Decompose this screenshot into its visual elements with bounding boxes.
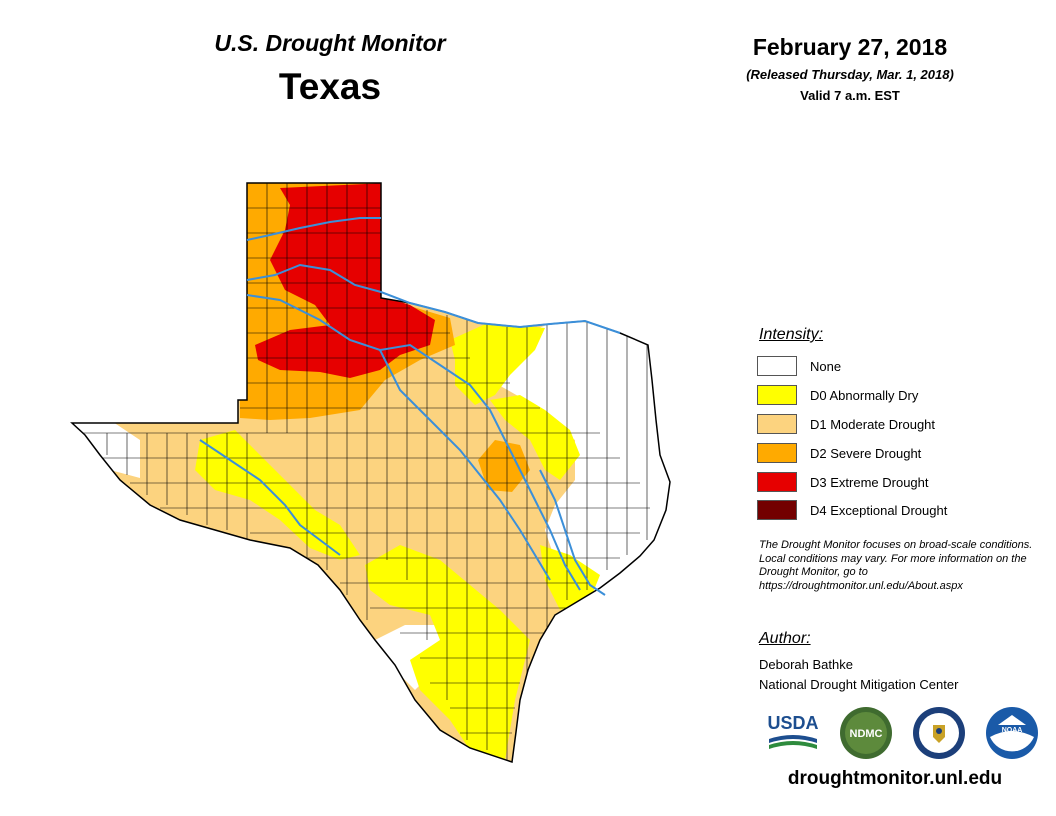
ndmc-logo-text: NDMC (850, 728, 883, 740)
noaa-logo-text: NOAA (1002, 727, 1023, 734)
abnormally-dry-area-west (195, 430, 360, 560)
map-title: U.S. Drought Monitor (214, 30, 446, 56)
noaa-logo: NOAA (984, 705, 1040, 761)
drought-monitor-note: The Drought Monitor focuses on broad-sca… (759, 539, 1033, 592)
usda-logo: USDA (765, 705, 821, 761)
legend-item-none: None (757, 355, 841, 377)
legend-label-d0: D0 Abnormally Dry (810, 387, 919, 403)
texas-drought-map (70, 182, 671, 763)
drought-areas (72, 183, 670, 762)
author-name: Deborah Bathke (759, 657, 853, 672)
legend-label-d4: D4 Exceptional Drought (810, 502, 948, 518)
legend-label-d3: D3 Extreme Drought (810, 474, 929, 490)
no-drought-area-east (490, 320, 670, 610)
trinity-river (539, 469, 606, 596)
colorado-river (379, 349, 551, 581)
rivers (199, 217, 621, 596)
abnormally-dry-area-coast (540, 545, 600, 610)
legend-swatch-none (757, 356, 797, 376)
ndmc-logo: NDMC (838, 705, 894, 761)
legend-label-d2: D2 Severe Drought (810, 445, 922, 461)
brazos-river (246, 294, 581, 591)
author-title: Author: (759, 630, 811, 647)
commerce-seal (911, 705, 967, 761)
abnormally-dry-area-south-central (365, 545, 530, 760)
canadian-river (246, 217, 381, 241)
abnormally-dry-area-northeast (450, 322, 545, 405)
severe-drought-area-central (478, 440, 530, 492)
extreme-drought-area-panhandle (255, 183, 435, 378)
legend-title: Intensity: (759, 326, 824, 343)
map-date: February 27, 2018 (752, 34, 948, 60)
legend-item-d2: D2 Severe Drought (757, 442, 921, 464)
legend-item-d3: D3 Extreme Drought (757, 471, 929, 493)
release-date: (Released Thursday, Mar. 1, 2018) (746, 67, 954, 82)
website-url: droughtmonitor.unl.edu (787, 768, 1003, 789)
legend-swatch-d2 (757, 443, 797, 463)
legend-swatch-d3 (757, 472, 797, 492)
state-title: Texas (278, 66, 382, 107)
legend-item-d4: D4 Exceptional Drought (757, 499, 947, 521)
author-organization: National Drought Mitigation Center (759, 677, 959, 692)
legend-label-none: None (810, 358, 842, 374)
red-river (246, 263, 621, 334)
abnormally-dry-area-central-east (490, 395, 580, 480)
valid-time: Valid 7 a.m. EST (800, 88, 900, 103)
legend-swatch-d1 (757, 414, 797, 434)
legend-label-d1: D1 Moderate Drought (810, 416, 936, 432)
usda-logo-text: USDA (767, 713, 818, 733)
legend-swatch-d0 (757, 385, 797, 405)
legend-item-d1: D1 Moderate Drought (757, 413, 935, 435)
legend-swatch-d4 (757, 500, 797, 520)
legend-item-d0: D0 Abnormally Dry (757, 384, 918, 406)
pecos-river (199, 439, 341, 556)
